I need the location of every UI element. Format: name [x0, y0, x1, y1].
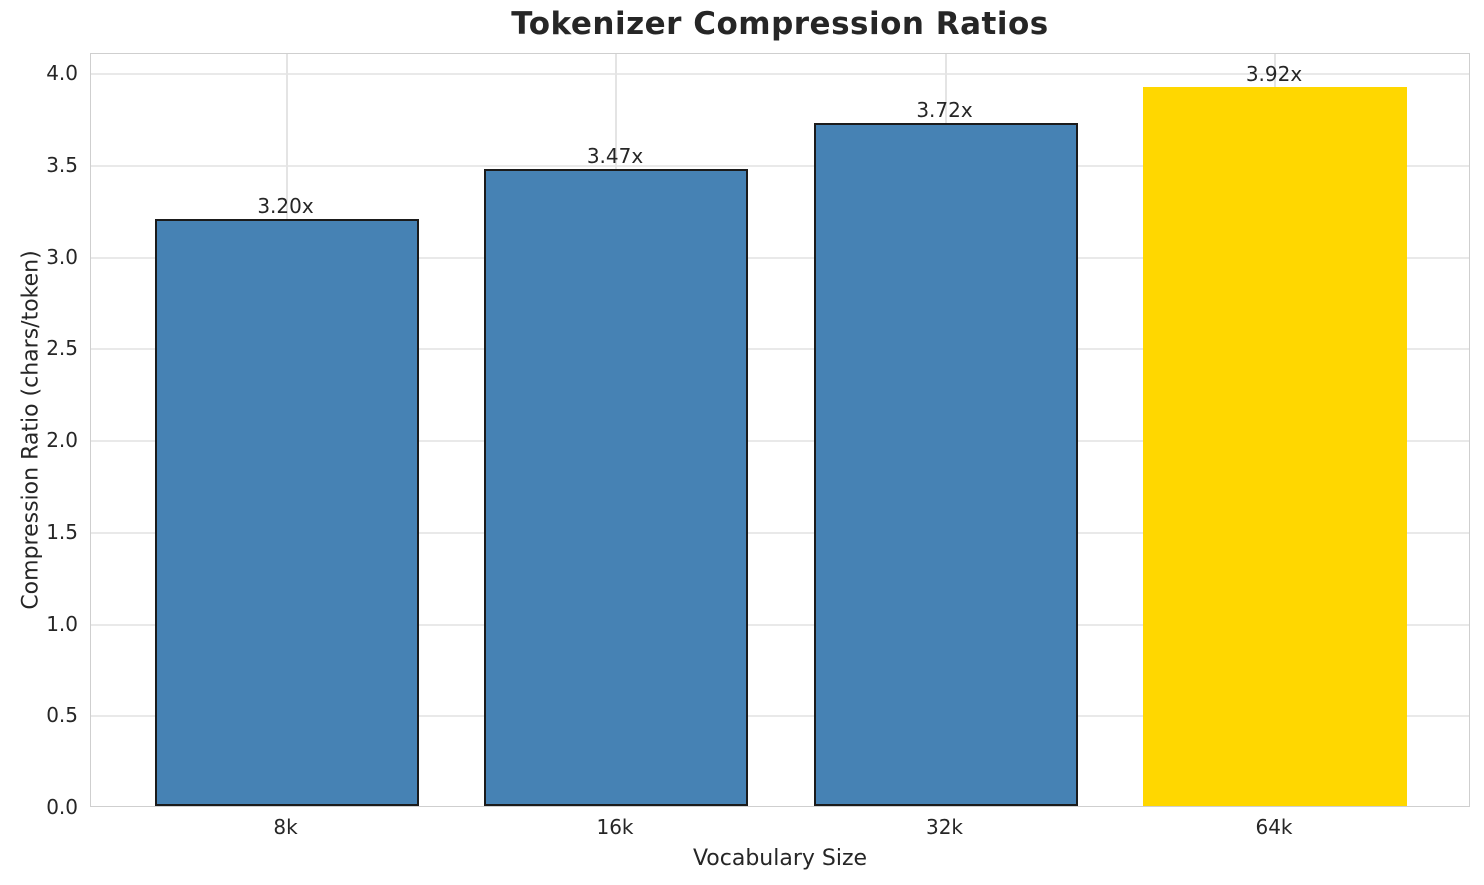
plot-area	[90, 53, 1470, 807]
y-tick-label: 2.5	[46, 336, 78, 361]
y-axis-label: Compression Ratio (chars/token)	[18, 250, 44, 610]
chart-title: Tokenizer Compression Ratios	[511, 6, 1049, 42]
bar-16k	[484, 169, 748, 806]
gridline-horizontal	[91, 256, 1469, 259]
bar-value-label-16k: 3.47x	[586, 144, 644, 169]
bar-value-label-8k: 3.20x	[257, 193, 314, 218]
y-tick-label: 4.0	[46, 61, 78, 85]
x-tick-label-32k: 32k	[925, 815, 964, 839]
x-axis-label: Vocabulary Size	[692, 846, 868, 871]
gridline-horizontal	[91, 73, 1469, 75]
y-tick-label: 2.0	[46, 428, 78, 452]
x-tick-label-8k: 8k	[273, 815, 298, 839]
gridline-horizontal	[91, 531, 1469, 534]
gridline-horizontal	[91, 440, 1469, 442]
bar-value-label-64k: 3.92x	[1245, 61, 1303, 86]
y-tick-label: 3.5	[46, 152, 78, 177]
x-tick-label-64k: 64k	[1255, 815, 1293, 839]
gridline-horizontal	[91, 164, 1469, 167]
x-tick-label-16k: 16k	[596, 815, 634, 839]
gridline-horizontal	[91, 348, 1469, 351]
y-tick-label: 3.0	[46, 244, 78, 269]
bar-32k	[813, 123, 1078, 806]
y-tick-label: 0.0	[46, 795, 78, 819]
gridline-horizontal	[91, 623, 1469, 626]
y-tick-label: 0.5	[46, 703, 78, 728]
y-tick-label: 1.0	[46, 611, 78, 636]
bar-64k	[1143, 86, 1407, 806]
gridline-horizontal	[91, 715, 1469, 718]
y-tick-label: 1.5	[46, 519, 78, 544]
bar-8k	[154, 218, 419, 806]
bar-value-label-32k: 3.72x	[916, 98, 973, 123]
